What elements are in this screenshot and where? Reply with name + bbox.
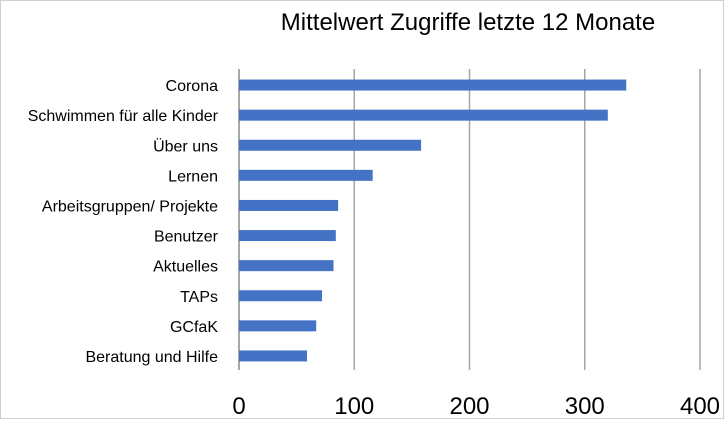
category-label: Arbeitsgruppen/ Projekte: [42, 198, 218, 215]
x-tick-label: 100: [334, 393, 374, 420]
bars: [239, 79, 627, 362]
category-label: Schwimmen für alle Kinder: [28, 108, 219, 125]
x-tick-label: 300: [565, 393, 605, 420]
category-label: TAPs: [180, 289, 218, 306]
category-label: GCfaK: [170, 319, 218, 336]
bar: [239, 320, 317, 332]
bar: [239, 230, 336, 242]
chart-title: Mittelwert Zugriffe letzte 12 Monate: [281, 9, 655, 36]
bar: [239, 290, 322, 302]
bar: [239, 169, 373, 181]
x-tick-label: 0: [232, 393, 245, 420]
category-labels: Corona Schwimmen für alle Kinder Über uns L…: [28, 78, 219, 366]
category-label: Über uns: [153, 137, 218, 155]
category-label: Benutzer: [154, 229, 219, 246]
bar: [239, 139, 422, 151]
bar: [239, 199, 339, 211]
category-label: Corona: [166, 78, 219, 95]
category-label: Aktuelles: [153, 259, 218, 276]
category-label: Lernen: [168, 168, 218, 185]
bar: [239, 260, 334, 272]
x-tick-label: 400: [680, 393, 720, 420]
bar: [239, 350, 307, 362]
bar: [239, 109, 608, 121]
bar: [239, 79, 627, 91]
x-axis-tick-labels: 0 100 200 300 400: [232, 393, 720, 420]
category-label: Beratung und Hilfe: [85, 349, 218, 366]
x-tick-label: 200: [449, 393, 489, 420]
